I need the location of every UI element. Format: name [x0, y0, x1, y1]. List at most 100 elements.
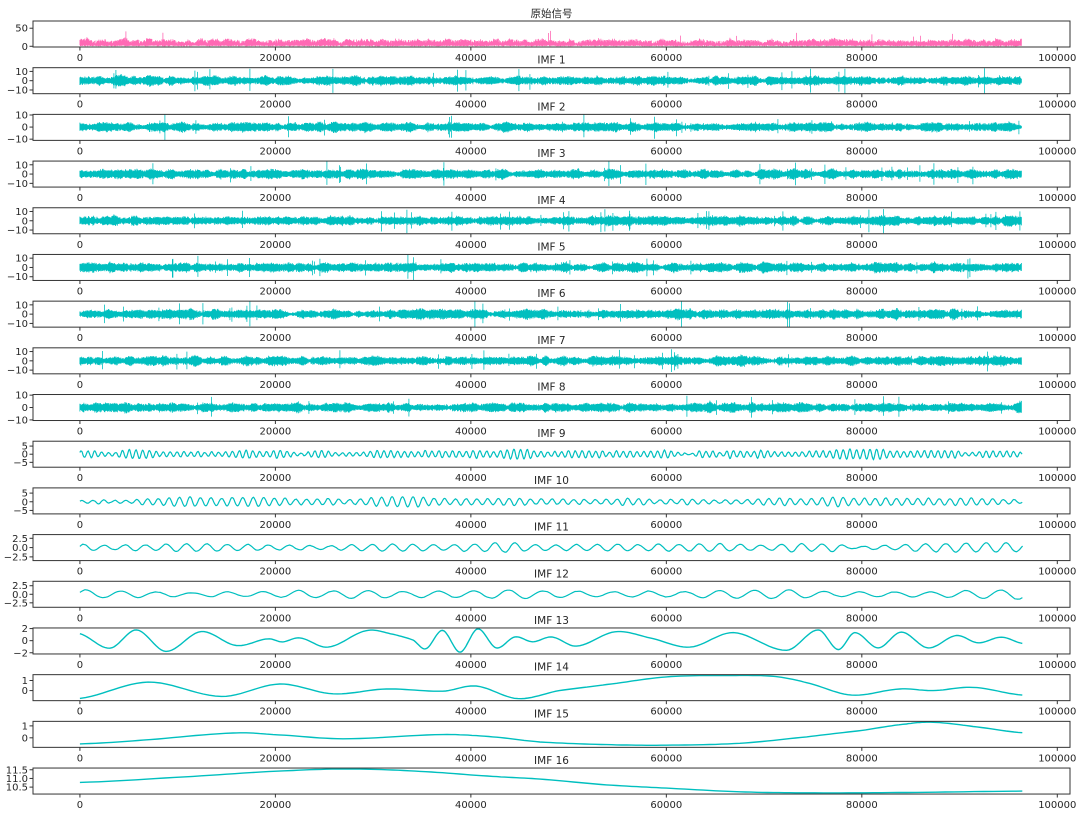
x-tick-label: 80000: [846, 53, 878, 64]
imf-5-line: [79, 254, 1022, 281]
y-tick-label: 0: [22, 76, 28, 87]
x-tick-label: 20000: [259, 53, 291, 64]
x-tick-label: 80000: [846, 613, 878, 624]
x-tick-label: 100000: [1038, 146, 1076, 157]
x-tick-label: 40000: [455, 240, 487, 251]
x-tick-label: 100000: [1038, 800, 1076, 811]
x-tick-label: 60000: [650, 427, 682, 438]
subplot-9: IMF 950−50 20000 40000 60000 80000 100000: [13, 428, 1076, 484]
subplot-title: IMF 5: [537, 241, 565, 253]
subplot-title: IMF 10: [534, 475, 569, 487]
x-tick-label: 60000: [650, 613, 682, 624]
x-tick-label: 60000: [650, 333, 682, 344]
y-tick-label: 0: [22, 170, 28, 181]
y-tick-label: 0: [22, 733, 28, 744]
x-tick-label: 80000: [846, 427, 878, 438]
imf-4-line: [79, 209, 1022, 234]
x-tick-label: 60000: [650, 473, 682, 484]
y-tick-label: 50: [15, 24, 28, 35]
x-tick-label: 40000: [455, 660, 487, 671]
x-tick-label: 80000: [846, 380, 878, 391]
x-tick-label: 20000: [259, 707, 291, 718]
x-tick-label: 40000: [455, 146, 487, 157]
y-tick-label: −10: [7, 415, 28, 426]
x-tick-label: 60000: [650, 800, 682, 811]
y-tick-label: 10.5: [6, 783, 28, 794]
x-tick-label: 60000: [650, 567, 682, 578]
x-tick-label: 20000: [259, 473, 291, 484]
x-tick-label: 40000: [455, 53, 487, 64]
x-tick-label: 20000: [259, 193, 291, 204]
x-tick-label: 60000: [650, 100, 682, 111]
x-tick-label: 80000: [846, 800, 878, 811]
x-tick-label: 40000: [455, 193, 487, 204]
x-tick-label: 60000: [650, 660, 682, 671]
subplot-title: IMF 4: [537, 195, 566, 207]
x-tick-label: 40000: [455, 286, 487, 297]
x-tick-label: 20000: [259, 333, 291, 344]
imf-12-line: [79, 589, 1023, 600]
x-tick-label: 0: [77, 146, 83, 157]
y-tick-label: 0: [22, 356, 28, 367]
x-tick-label: 100000: [1038, 473, 1076, 484]
subplot-title: IMF 2: [537, 101, 565, 113]
y-tick-label: 0: [22, 450, 28, 461]
y-tick-label: −10: [7, 272, 28, 283]
y-tick-label: −10: [7, 319, 28, 330]
x-tick-label: 20000: [259, 520, 291, 531]
imf-15-line: [79, 721, 1023, 746]
y-tick-label: 1: [22, 676, 28, 687]
y-tick-label: −10: [7, 135, 28, 146]
x-tick-label: 20000: [259, 240, 291, 251]
x-tick-label: 0: [77, 473, 83, 484]
imf-14-line: [79, 674, 1023, 700]
x-tick-label: 40000: [455, 473, 487, 484]
x-tick-label: 80000: [846, 146, 878, 157]
x-tick-label: 0: [77, 333, 83, 344]
imf-10-line: [79, 496, 1023, 508]
imf-8-line: [79, 395, 1022, 418]
x-tick-label: 0: [77, 707, 83, 718]
x-tick-label: 0: [77, 753, 83, 764]
x-tick-label: 20000: [259, 800, 291, 811]
imf-7-line: [79, 349, 1022, 372]
subplot-title: IMF 13: [534, 615, 569, 627]
y-tick-label: 0: [22, 310, 28, 321]
y-tick-label: 0.0: [12, 543, 28, 554]
y-tick-label: 0.0: [12, 590, 28, 601]
x-tick-label: 100000: [1038, 286, 1076, 297]
x-tick-label: 20000: [259, 146, 291, 157]
x-tick-label: 0: [77, 520, 83, 531]
x-tick-label: 80000: [846, 286, 878, 297]
subplot-title: IMF 8: [537, 382, 565, 394]
x-tick-label: 60000: [650, 520, 682, 531]
x-tick-label: 40000: [455, 567, 487, 578]
x-tick-label: 0: [77, 427, 83, 438]
x-tick-label: 60000: [650, 707, 682, 718]
imf-11-line: [79, 542, 1024, 553]
subplot-title: IMF 11: [534, 522, 569, 534]
subplot-16: IMF 16 11.511.010.5 0 20000 40000 60000 80000 1…: [6, 755, 1077, 811]
x-tick-label: 80000: [846, 520, 878, 531]
y-tick-label: 10: [15, 391, 28, 402]
x-tick-label: 60000: [650, 380, 682, 391]
axes-frame: [32, 767, 1071, 795]
subplot-title: IMF 1: [537, 55, 565, 67]
y-tick-label: 2: [22, 624, 28, 635]
x-tick-label: 0: [77, 53, 83, 64]
x-tick-label: 40000: [455, 380, 487, 391]
x-tick-label: 0: [77, 100, 83, 111]
subplot-title: IMF 3: [537, 148, 565, 160]
x-tick-label: 80000: [846, 567, 878, 578]
